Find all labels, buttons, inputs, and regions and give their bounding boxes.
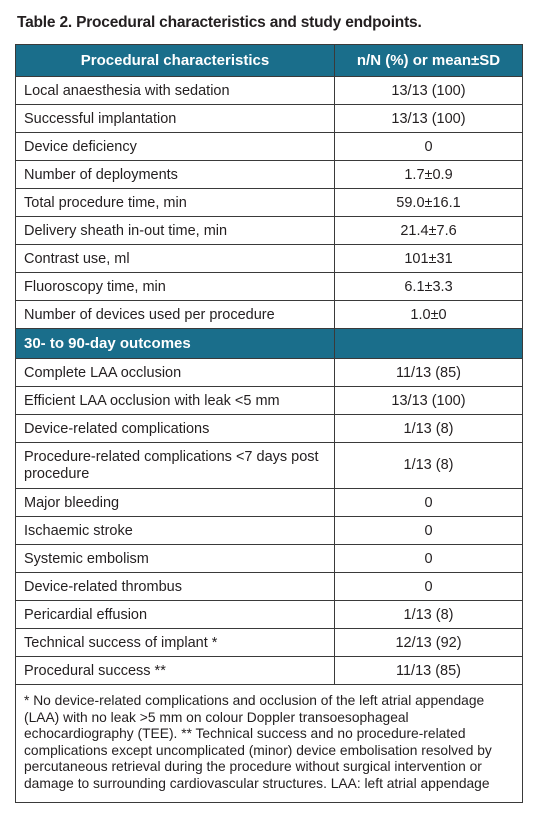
section-title: 30- to 90-day outcomes <box>15 328 335 359</box>
row-label: Local anaesthesia with sedation <box>15 76 335 105</box>
table-row: Delivery sheath in-out time, min 21.4±7.6 <box>15 216 523 245</box>
table-row: Fluoroscopy time, min 6.1±3.3 <box>15 272 523 301</box>
table-row: Total procedure time, min 59.0±16.1 <box>15 188 523 217</box>
table-row: Contrast use, ml 101±31 <box>15 244 523 273</box>
row-value: 1/13 (8) <box>334 414 523 443</box>
table-row: Device-related thrombus 0 <box>15 572 523 601</box>
table-title: Table 2. Procedural characteristics and … <box>17 14 422 31</box>
table-header-row: Procedural characteristics n/N (%) or me… <box>15 44 523 77</box>
row-label: Efficient LAA occlusion with leak <5 mm <box>15 386 335 415</box>
table-row: Successful implantation 13/13 (100) <box>15 104 523 133</box>
row-value: 6.1±3.3 <box>334 272 523 301</box>
table-row: Ischaemic stroke 0 <box>15 516 523 545</box>
table-row: Local anaesthesia with sedation 13/13 (10… <box>15 76 523 105</box>
section-header-row: 30- to 90-day outcomes <box>15 328 523 359</box>
row-label: Device-related complications <box>15 414 335 443</box>
row-label: Procedure-related complications <7 days … <box>15 442 335 489</box>
row-label: Successful implantation <box>15 104 335 133</box>
row-value: 13/13 (100) <box>334 104 523 133</box>
row-label: Systemic embolism <box>15 544 335 573</box>
row-value: 13/13 (100) <box>334 386 523 415</box>
row-label: Delivery sheath in-out time, min <box>15 216 335 245</box>
row-value: 0 <box>334 488 523 517</box>
row-label: Contrast use, ml <box>15 244 335 273</box>
row-value: 0 <box>334 516 523 545</box>
row-value: 1/13 (8) <box>334 600 523 629</box>
table-row: Major bleeding 0 <box>15 488 523 517</box>
row-label: Technical success of implant * <box>15 628 335 657</box>
header-col-value: n/N (%) or mean±SD <box>334 44 523 77</box>
row-value: 11/13 (85) <box>334 656 523 685</box>
results-table: Procedural characteristics n/N (%) or me… <box>15 44 523 803</box>
table-row: Procedure-related complications <7 days … <box>15 442 523 489</box>
row-label: Device deficiency <box>15 132 335 161</box>
table-row: Number of devices used per procedure 1.0±… <box>15 300 523 329</box>
row-label: Fluoroscopy time, min <box>15 272 335 301</box>
table-row: Pericardial effusion 1/13 (8) <box>15 600 523 629</box>
row-value: 59.0±16.1 <box>334 188 523 217</box>
row-label: Device-related thrombus <box>15 572 335 601</box>
row-value: 101±31 <box>334 244 523 273</box>
row-label: Procedural success ** <box>15 656 335 685</box>
row-value: 0 <box>334 572 523 601</box>
row-label: Number of deployments <box>15 160 335 189</box>
row-value: 0 <box>334 132 523 161</box>
header-col-characteristics: Procedural characteristics <box>15 44 335 77</box>
row-value: 1.0±0 <box>334 300 523 329</box>
row-value: 0 <box>334 544 523 573</box>
row-value: 21.4±7.6 <box>334 216 523 245</box>
row-value: 13/13 (100) <box>334 76 523 105</box>
row-label: Major bleeding <box>15 488 335 517</box>
table-row: Complete LAA occlusion 11/13 (85) <box>15 358 523 387</box>
row-label: Complete LAA occlusion <box>15 358 335 387</box>
table-row: Efficient LAA occlusion with leak <5 mm 1… <box>15 386 523 415</box>
table-row: Systemic embolism 0 <box>15 544 523 573</box>
row-label: Pericardial effusion <box>15 600 335 629</box>
row-label: Number of devices used per procedure <box>15 300 335 329</box>
row-label: Total procedure time, min <box>15 188 335 217</box>
table-row: Number of deployments 1.7±0.9 <box>15 160 523 189</box>
row-label: Ischaemic stroke <box>15 516 335 545</box>
row-value: 11/13 (85) <box>334 358 523 387</box>
section-empty-cell <box>334 328 523 359</box>
row-value: 1.7±0.9 <box>334 160 523 189</box>
footnote-row: * No device-related complications and oc… <box>15 684 523 803</box>
table-footnote: * No device-related complications and oc… <box>15 684 523 803</box>
table-row: Procedural success ** 11/13 (85) <box>15 656 523 685</box>
table-row: Technical success of implant * 12/13 (92) <box>15 628 523 657</box>
row-value: 12/13 (92) <box>334 628 523 657</box>
table-row: Device deficiency 0 <box>15 132 523 161</box>
table-row: Device-related complications 1/13 (8) <box>15 414 523 443</box>
row-value: 1/13 (8) <box>334 442 523 489</box>
